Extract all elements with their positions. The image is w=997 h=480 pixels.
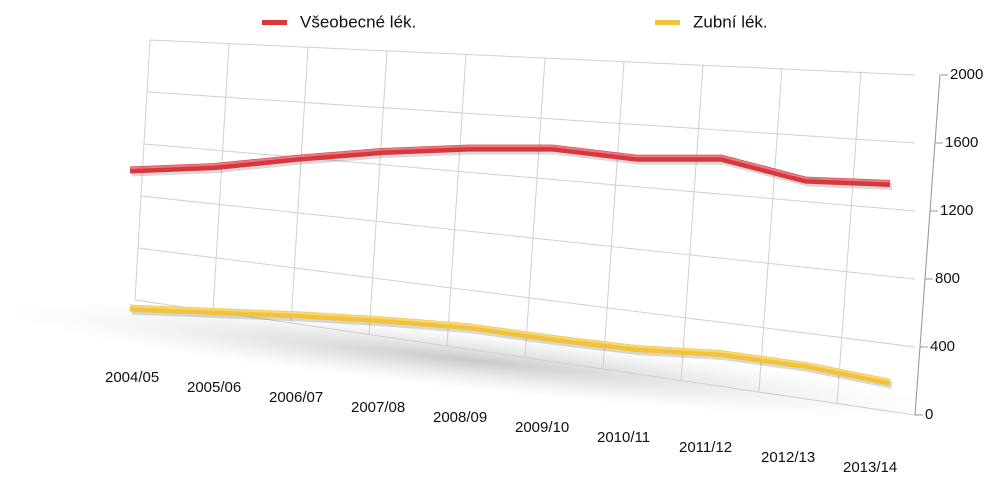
series-line <box>129 304 891 386</box>
grid-line-vertical <box>602 60 625 370</box>
legend-swatch <box>262 20 287 25</box>
y-tick-label: 0 <box>925 406 933 423</box>
x-tick-label: 2008/09 <box>433 409 487 426</box>
x-tick-label: 2005/06 <box>187 379 241 396</box>
grid-line-vertical <box>290 46 309 324</box>
series-line-highlight <box>129 305 891 382</box>
x-tick-label: 2007/08 <box>351 399 405 416</box>
grid-line <box>143 143 916 212</box>
grid-line <box>137 247 916 348</box>
grid-line-vertical <box>446 53 467 347</box>
grid-line-vertical <box>680 64 704 381</box>
y-tick-label: 400 <box>930 338 955 355</box>
legend-label: Zubní lék. <box>693 12 768 31</box>
grid-line-vertical <box>368 50 388 335</box>
x-tick-label: 2010/11 <box>597 429 650 446</box>
grid-line-vertical <box>524 57 546 358</box>
grid-line <box>140 195 916 280</box>
x-tick-label: 2004/05 <box>105 369 159 386</box>
grid-line-vertical <box>758 67 783 393</box>
x-tick-label: 2012/13 <box>761 449 815 466</box>
grid-line-vertical <box>212 43 230 312</box>
legend-label: Všeobecné lék. <box>300 12 416 31</box>
grid-line-vertical <box>836 71 862 404</box>
series-line-highlight <box>129 145 891 183</box>
x-tick-label: 2011/12 <box>679 439 732 456</box>
legend-swatch <box>655 20 680 25</box>
x-tick-label: 2013/14 <box>843 459 897 476</box>
x-tick-label: 2009/10 <box>515 419 569 436</box>
floor-shadow <box>2 302 938 418</box>
x-tick-label: 2006/07 <box>269 389 323 406</box>
series-line-shadow <box>131 147 893 190</box>
y-tick-label: 2000 <box>950 66 983 83</box>
y-tick-label: 1600 <box>945 134 978 151</box>
grid-line <box>146 91 916 144</box>
series-line <box>129 144 891 187</box>
y-tick-label: 1200 <box>940 202 973 219</box>
grid-line <box>149 39 916 76</box>
y-tick-label: 800 <box>935 270 960 287</box>
y-axis <box>914 74 941 416</box>
